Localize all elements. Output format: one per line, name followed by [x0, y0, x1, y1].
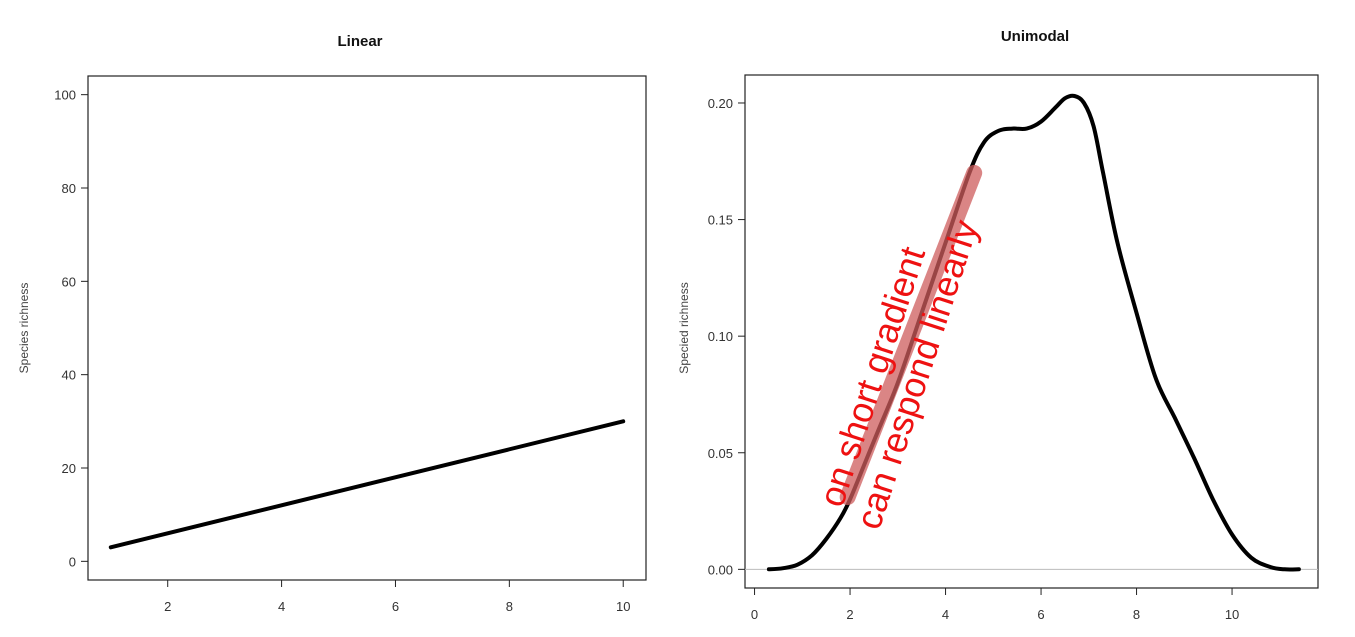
linear-y-tick-label: 20 — [62, 461, 76, 476]
unimodal-panel: Unimodal Specied richness 0 2 4 6 8 10 0.00 0.0… — [677, 28, 1319, 622]
unimodal-x-tick-label: 2 — [846, 607, 853, 622]
linear-series — [108, 419, 626, 550]
unimodal-x-tick-label: 10 — [1225, 607, 1239, 622]
unimodal-y-tick-label: 0.00 — [708, 562, 733, 577]
unimodal-x-tick-label: 0 — [751, 607, 758, 622]
linear-y-tick-label: 80 — [62, 181, 76, 196]
unimodal-plot-frame — [744, 74, 1319, 589]
linear-chart-title: Linear — [337, 33, 382, 50]
unimodal-x-tick-label: 4 — [942, 607, 949, 622]
linear-y-tick-label: 100 — [54, 88, 76, 103]
linear-y-tick-label: 0 — [69, 554, 76, 569]
unimodal-y-tick-label: 0.15 — [708, 213, 733, 228]
linear-y-tick-label: 40 — [62, 368, 76, 383]
unimodal-x-tick-label: 6 — [1037, 607, 1044, 622]
linear-x-tick-label: 4 — [278, 599, 285, 614]
linear-x-tick-label: 10 — [616, 599, 630, 614]
unimodal-axes: 0 2 4 6 8 10 0.00 0.05 0.10 0.15 0.20 — [708, 96, 1240, 622]
annotation-group: on short gradient can respond linearly — [811, 215, 986, 534]
unimodal-y-tick-label: 0.10 — [708, 329, 733, 344]
unimodal-y-axis-label: Specied richness — [677, 282, 691, 373]
linear-y-axis-label: Species richness — [17, 283, 31, 374]
unimodal-linear-highlight — [839, 164, 983, 506]
unimodal-y-tick-label: 0.20 — [708, 96, 733, 111]
unimodal-series — [745, 93, 1318, 572]
linear-panel: Linear Species richness 2 4 6 8 100204060801… — [17, 33, 647, 614]
linear-y-tick-label: 60 — [62, 274, 76, 289]
unimodal-x-tick-label: 8 — [1133, 607, 1140, 622]
linear-series-line — [108, 419, 626, 550]
linear-x-tick-label: 8 — [506, 599, 513, 614]
unimodal-y-tick-label: 0.05 — [708, 446, 733, 461]
unimodal-chart-title: Unimodal — [1001, 28, 1069, 45]
linear-plot-frame — [87, 75, 647, 581]
linear-x-tick-label: 2 — [164, 599, 171, 614]
linear-x-tick-label: 6 — [392, 599, 399, 614]
